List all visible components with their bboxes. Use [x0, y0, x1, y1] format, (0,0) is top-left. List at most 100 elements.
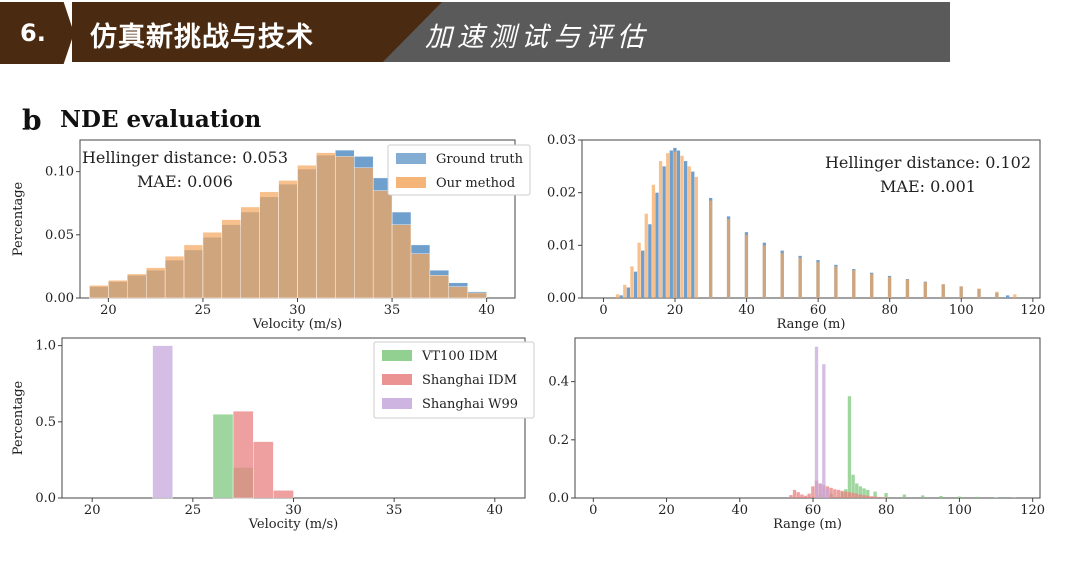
chart-velocity_other: 20 25 30 35 40 0.0 0.5 1.0 Velocity (m/s) Percent… [11, 337, 535, 532]
bar-shanghai-idm [855, 493, 859, 498]
annotation-text: MAE: 0.006 [137, 172, 233, 191]
legend-label: Ground truth [436, 152, 524, 167]
x-axis-label: Range (m) [777, 317, 846, 332]
bar-shanghai-idm [866, 495, 870, 498]
legend-label: Shanghai IDM [422, 373, 517, 388]
bar-shanghai-idm [862, 495, 866, 498]
bar-shanghai-w99 [814, 346, 819, 498]
y-tick-label: 0.00 [45, 291, 74, 306]
x-tick-label: 40 [738, 303, 755, 318]
bar-ground-truth [619, 295, 623, 298]
bar-shanghai-idm [851, 492, 855, 498]
bar-shanghai-idm [880, 497, 885, 498]
legend: VT100 IDM Shanghai IDM Shanghai W99 [373, 341, 535, 419]
section-number-badge: 6. [0, 2, 74, 64]
x-tick-label: 25 [195, 303, 212, 318]
bar-ground-truth [641, 250, 645, 298]
bar-our-method [870, 273, 874, 298]
y-tick-label: 0.00 [547, 291, 576, 306]
bar-our-method [615, 294, 620, 298]
bar-vt100-idm [957, 496, 961, 498]
bar-ground-truth [1006, 295, 1010, 298]
x-tick-label: 35 [384, 303, 401, 318]
y-tick-label: 1.0 [35, 339, 56, 354]
bar-our-method [887, 276, 892, 298]
header-subtitle: 加速测试与评估 [425, 22, 649, 53]
y-tick-label: 0.03 [547, 133, 576, 148]
x-tick-label: 0 [599, 303, 607, 318]
x-tick-label: 80 [881, 303, 898, 318]
y-tick-label: 0.0 [35, 491, 56, 506]
y-axis-label: Percentage [11, 380, 26, 455]
annotation-text: MAE: 0.001 [880, 177, 976, 196]
bar-our-method [372, 190, 393, 299]
bar-our-method [221, 219, 241, 299]
bar-our-method [905, 279, 910, 298]
bar-shanghai-idm [811, 486, 815, 498]
bar-our-method [1013, 294, 1017, 298]
legend-swatch [382, 350, 412, 361]
x-tick-label: 40 [731, 503, 748, 518]
bar-shanghai-idm [792, 489, 797, 498]
bars [615, 147, 1017, 298]
bar-our-method [798, 257, 802, 298]
bar-our-method [762, 245, 766, 298]
bar-shanghai-w99 [825, 489, 830, 498]
bar-shanghai-idm [796, 492, 800, 498]
bar-our-method [959, 286, 963, 298]
x-tick-label: 30 [285, 503, 302, 518]
section-number: 6. [20, 19, 46, 47]
bar-vt100-idm [939, 495, 943, 498]
bar-our-method [145, 267, 166, 299]
bar-our-method [278, 180, 298, 299]
bar-our-method [637, 242, 641, 298]
bar-ground-truth [633, 271, 638, 298]
bar-our-method [651, 184, 656, 298]
chart-velocity_nde: 20 25 30 35 40 0.00 0.05 0.10 Velocity (m/s) Perc… [11, 139, 531, 332]
bar-shanghai-w99 [152, 345, 173, 499]
bar-shanghai-idm [829, 487, 833, 498]
bar-vt100-idm [873, 491, 877, 498]
bars [152, 345, 294, 499]
legend-swatch [382, 398, 412, 409]
bar-ground-truth [626, 287, 631, 298]
bar-our-method [923, 282, 927, 298]
bar-shanghai-idm [789, 495, 793, 498]
y-tick-label: 0.10 [45, 165, 74, 180]
y-tick-label: 0.4 [548, 375, 569, 390]
bar-shanghai-idm [836, 489, 841, 498]
bar-our-method [316, 152, 336, 299]
bars [789, 346, 1016, 498]
bar-our-method [666, 153, 670, 298]
bar-shanghai-idm [253, 441, 274, 499]
bar-shanghai-idm [844, 491, 848, 498]
header-title-band [72, 2, 442, 62]
chart-range_nde: 0 20 40 60 80 100 120 0.00 0.01 0.02 0.03 Range (m)… [547, 133, 1045, 332]
bar-our-method [410, 253, 431, 299]
bar-our-method [709, 200, 713, 298]
chart-range_other: 0 20 40 60 80 100 120 0.0 0.2 0.4 Range (m) [548, 337, 1045, 532]
bar-our-method [164, 256, 185, 299]
bar-our-method [834, 266, 838, 298]
bar-ground-truth [691, 171, 695, 298]
x-tick-label: 20 [100, 303, 117, 318]
bar-our-method [202, 232, 223, 299]
bar-vt100-idm [975, 496, 980, 498]
x-tick-label: 20 [84, 503, 101, 518]
bar-our-method [467, 292, 487, 299]
bar-our-method [108, 280, 128, 299]
bar-our-method [744, 234, 749, 298]
bar-ground-truth [676, 150, 681, 298]
bar-our-method [127, 273, 147, 299]
bar-our-method [448, 286, 468, 299]
bar-shanghai-idm [847, 492, 852, 498]
bar-shanghai-idm [833, 489, 837, 498]
x-tick-label: 120 [1020, 503, 1045, 518]
x-axis-label: Velocity (m/s) [248, 517, 339, 532]
x-axis-label: Range (m) [773, 517, 842, 532]
bar-our-method [816, 262, 820, 298]
bar-vt100-idm [921, 495, 925, 498]
bar-our-method [780, 253, 784, 298]
x-tick-label: 80 [878, 503, 895, 518]
bar-our-method [240, 206, 260, 299]
